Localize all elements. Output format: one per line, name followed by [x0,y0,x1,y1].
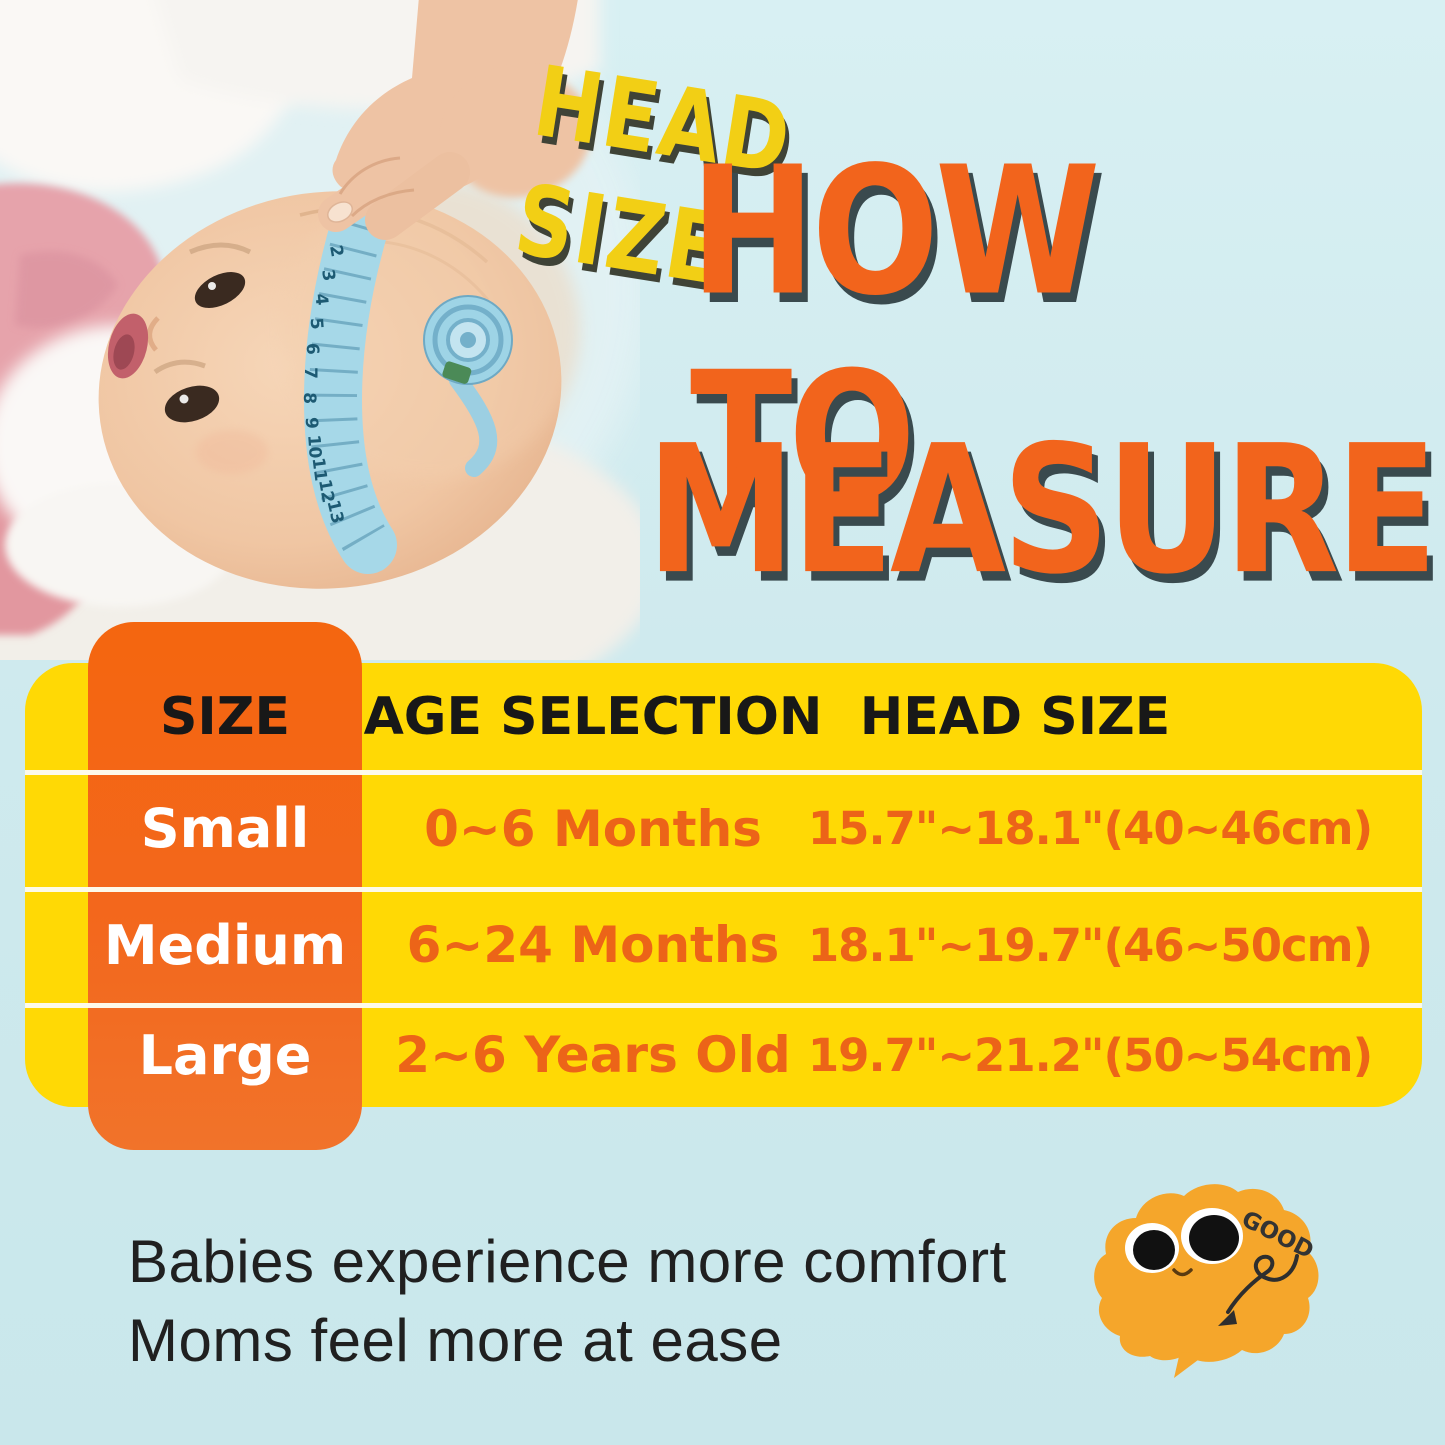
parent-hand [318,0,592,240]
tape-number: 7 [300,367,320,379]
header-age-selection: AGE SELECTION [363,686,823,747]
table-divider [25,770,1422,775]
table-divider [25,1003,1422,1008]
tape-number: 4 [310,293,331,307]
table-row-small-head: 15.7"~18.1"(40~46cm) [807,802,1373,855]
good-mascot: GOOD [1094,1184,1319,1378]
baby-mouth [107,313,149,379]
size-column [88,622,362,1150]
footer-tagline: Babies experience more comfort Moms feel… [128,1222,1007,1380]
tape-coil [423,295,513,477]
table-row-small-age: 0~6 Months [424,799,762,858]
baby-face [107,242,268,474]
fingernail [327,201,353,223]
tape-number: 2 [325,244,347,259]
table-row-medium-size: Medium [103,913,347,977]
mascot-tail [1174,1352,1206,1378]
tape-number: 8 [299,392,319,404]
baby-cheek [196,430,268,474]
tape-clip [442,361,472,384]
measuring-tape: 2 3 4 5 6 7 8 9 10 11 12 13 [299,196,397,574]
mascot-arrow [1218,1254,1299,1326]
table-row-medium-head: 18.1"~19.7"(46~50cm) [807,918,1373,972]
header-size: SIZE [159,686,291,747]
tape-number: 6 [302,343,322,356]
mascot-eyes [1125,1208,1243,1273]
tape-number: 12 [314,478,338,505]
baby-measurement-photo: 2 3 4 5 6 7 8 9 10 11 12 13 [0,0,640,660]
header-head-size: HEAD SIZE [859,686,1171,747]
table-row-large-head: 19.7"~21.2"(50~54cm) [807,1028,1373,1082]
footer-line1: Babies experience more comfort [128,1228,1007,1295]
tape-number: 10 [303,434,325,459]
table-divider [25,887,1422,892]
table-row-large-age: 2~6 Years Old [395,1026,791,1084]
table-row-small-size: Small [140,797,310,860]
tape-number: 3 [317,268,338,283]
tape-number: 5 [306,317,327,330]
baby-nose [147,316,160,352]
table-row-large-size: Large [138,1023,312,1087]
page-title-line2: MEASURE [646,408,1438,614]
tape-number: 9 [301,417,321,429]
footer-line2: Moms feel more at ease [128,1307,783,1374]
tape-number: 11 [308,456,331,482]
table-row-medium-age: 6~24 Months [406,916,780,974]
mascot-smile [1172,1268,1193,1277]
